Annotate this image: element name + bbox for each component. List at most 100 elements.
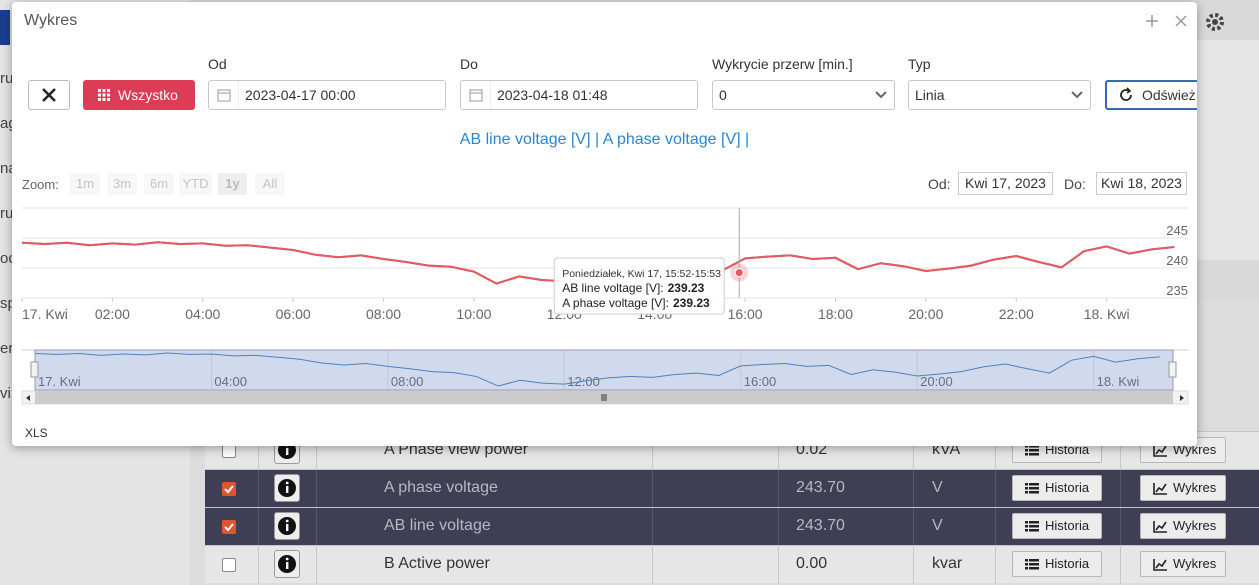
type-select[interactable]: Linia <box>908 80 1091 110</box>
history-label: Historia <box>1045 518 1090 533</box>
side-panel <box>1197 40 1259 260</box>
checkbox[interactable] <box>222 444 236 458</box>
clear-button[interactable] <box>28 80 70 110</box>
cell-divider <box>258 508 259 546</box>
info-button <box>274 512 300 540</box>
cell-divider <box>652 470 653 508</box>
row-value: 0.00 <box>796 555 828 572</box>
zoom-button[interactable]: All <box>255 173 285 195</box>
row-name: AB line voltage <box>384 517 491 534</box>
chart-modal: 235 240 245 17. Kwi 02:00 04:00 06:00 08:00 10:0… <box>12 2 1197 446</box>
info-button <box>274 474 300 502</box>
row-unit: V <box>932 517 943 534</box>
x-tick-label: 17. Kwi <box>22 306 68 322</box>
zoom-label: Zoom: <box>22 177 59 192</box>
scrollbar-right <box>1180 395 1184 401</box>
sidebar-item: sp <box>0 295 16 312</box>
navigator-tick-label: 04:00 <box>214 374 247 389</box>
tooltip-label: AB line voltage [V]: <box>562 281 663 295</box>
table-row: A phase voltage 243.70 V Historia Wykres <box>205 469 1259 508</box>
navigator-tick-label: 16:00 <box>744 374 777 389</box>
tooltip-row: AB line voltage [V]: 239.23 <box>562 281 704 295</box>
tooltip-box <box>553 257 725 315</box>
row-unit: V <box>932 479 943 496</box>
cell-divider <box>1120 546 1121 584</box>
refresh-button[interactable]: Odśwież <box>1105 80 1197 110</box>
settings-icon[interactable] <box>1204 11 1226 33</box>
navigator-handle[interactable] <box>1168 361 1177 378</box>
y-tick-label: 245 <box>1166 223 1188 238</box>
row-name: B Active power <box>384 555 490 572</box>
row-unit: kvar <box>932 555 963 572</box>
navigator-tick-label: 17. Kwi <box>38 374 81 389</box>
chart-button[interactable]: Wykres <box>1140 551 1226 577</box>
x-tick-label: 22:00 <box>999 306 1034 322</box>
navigator-handle[interactable] <box>30 361 39 378</box>
all-button[interactable]: Wszystko <box>83 80 195 110</box>
x-tick-label: 04:00 <box>185 306 220 322</box>
modal-title: Wykres <box>24 12 78 29</box>
cell-divider <box>1120 470 1121 508</box>
to-input[interactable]: 2023-04-18 01:48 <box>460 80 698 110</box>
refresh-label: Odśwież <box>1142 87 1196 103</box>
zoom-button[interactable]: 6m <box>144 173 174 195</box>
zoom-button[interactable]: 1m <box>70 173 100 195</box>
logo <box>0 10 10 45</box>
zoom-button[interactable]: 3m <box>107 173 137 195</box>
x-tick-label: 20:00 <box>908 306 943 322</box>
checkbox[interactable] <box>222 520 236 534</box>
cell-divider <box>316 546 317 584</box>
scrollbar-grip <box>601 394 607 401</box>
x-tick-label: 18:00 <box>818 306 853 322</box>
sidebar-item: oc <box>0 250 16 267</box>
sidebar-item: ru <box>0 70 14 87</box>
x-tick-label: 06:00 <box>276 306 311 322</box>
table-row: AB line voltage 243.70 V Historia Wykres <box>205 507 1259 546</box>
sidebar-item: vi <box>0 385 11 402</box>
chart: 235 240 245 17. Kwi 02:00 04:00 06:00 08:00 10:0… <box>21 207 1189 405</box>
gap-label: Wykrycie przerw [min.] <box>712 56 853 72</box>
sidebar-item: ru <box>0 205 14 222</box>
close-icon[interactable] <box>1174 14 1188 28</box>
checkbox[interactable] <box>222 482 236 496</box>
cell-divider <box>316 508 317 546</box>
row-name: A phase voltage <box>384 479 498 496</box>
checkbox[interactable] <box>222 558 236 572</box>
range-to-input[interactable]: Kwi 18, 2023 <box>1096 172 1187 195</box>
export-link[interactable]: XLS <box>25 426 48 440</box>
from-value: 2023-04-17 00:00 <box>245 87 356 103</box>
cell-divider <box>778 508 779 546</box>
from-input[interactable]: 2023-04-17 00:00 <box>208 80 446 110</box>
cell-divider <box>316 470 317 508</box>
history-button[interactable]: Historia <box>1012 551 1102 577</box>
cell-divider <box>995 432 996 470</box>
cell-divider <box>778 546 779 584</box>
maximize-icon[interactable] <box>1145 14 1159 28</box>
x-tick-label: 16:00 <box>728 306 763 322</box>
chart-button[interactable]: Wykres <box>1140 513 1226 539</box>
cell-divider <box>913 432 914 470</box>
gap-select[interactable]: 0 <box>712 80 895 110</box>
chart-title: AB line voltage [V] | A phase voltage [V… <box>459 131 750 148</box>
cell-divider <box>995 470 996 508</box>
history-button[interactable]: Historia <box>1012 513 1102 539</box>
chart-label: Wykres <box>1173 480 1217 495</box>
cell-divider <box>316 432 317 470</box>
range-from-input[interactable]: Kwi 17, 2023 <box>958 172 1053 195</box>
navigator-tick-label: 08:00 <box>391 374 424 389</box>
zoom-button[interactable]: YTD <box>179 173 212 195</box>
hover-marker <box>734 268 744 278</box>
cell-divider <box>258 546 259 584</box>
history-label: Historia <box>1045 480 1090 495</box>
chart-button[interactable]: Wykres <box>1140 475 1226 501</box>
cell-divider <box>1120 508 1121 546</box>
cell-divider <box>913 470 914 508</box>
type-label: Typ <box>908 56 931 72</box>
cell-divider <box>778 432 779 470</box>
history-button[interactable]: Historia <box>1012 475 1102 501</box>
type-value: Linia <box>915 87 945 103</box>
tooltip-value: 239.23 <box>673 296 710 310</box>
zoom-button[interactable]: 1y <box>218 173 247 195</box>
cell-divider <box>258 470 259 508</box>
